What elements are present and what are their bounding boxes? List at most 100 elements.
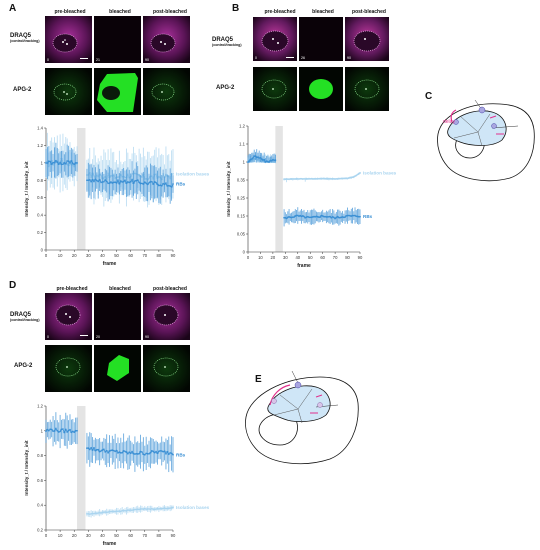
data-point (108, 510, 111, 513)
data-point (59, 161, 62, 164)
data-point (118, 182, 121, 185)
bead-1-icon (478, 106, 486, 114)
panel-a-col-bleached: bleached (109, 9, 131, 15)
series-label: Isolation bases (176, 171, 210, 176)
data-point (53, 161, 56, 164)
data-point (248, 160, 251, 163)
x-tick-label: 50 (114, 253, 119, 258)
x-tick-label: 80 (157, 253, 162, 258)
data-point (54, 427, 57, 430)
data-point (159, 507, 162, 510)
data-point (101, 449, 104, 451)
data-point (344, 216, 346, 218)
data-point (57, 431, 60, 433)
data-point (66, 160, 69, 162)
data-point (111, 182, 114, 184)
data-point (359, 172, 361, 174)
data-point (170, 507, 173, 509)
data-point (299, 177, 302, 180)
data-point (105, 511, 108, 514)
data-point (136, 508, 139, 511)
data-point (156, 452, 159, 455)
data-point (139, 450, 142, 453)
y-tick-label: 1 (41, 428, 44, 433)
data-point (87, 179, 90, 182)
x-tick-label: 80 (345, 255, 350, 260)
x-tick-label: 50 (114, 533, 119, 538)
data-point (122, 509, 125, 512)
data-point (93, 446, 95, 449)
panel-a-col-pre: pre-bleached (54, 9, 86, 15)
micrograph-d-draq5-pre (45, 293, 92, 340)
panel-a-label: A (9, 3, 17, 14)
micrograph-a-draq5-post (143, 16, 190, 63)
data-point (107, 452, 109, 454)
panel-d-label: D (9, 280, 17, 291)
panel-a-col-post: post-bleached (153, 9, 187, 15)
x-tick-label: 40 (100, 533, 105, 538)
data-point (56, 429, 59, 432)
data-point (100, 450, 102, 452)
y-tick-label: 0.2 (37, 230, 43, 235)
data-point (105, 180, 108, 183)
data-point (263, 158, 266, 161)
panel-b-micrographs: 0 26 90 (253, 17, 389, 111)
data-point (157, 450, 160, 453)
data-point (139, 182, 142, 185)
data-point (285, 217, 288, 220)
data-point (124, 509, 126, 512)
data-point (135, 179, 138, 182)
data-point (152, 450, 155, 453)
data-point (149, 508, 152, 511)
x-tick-label: 20 (271, 255, 276, 260)
data-point (259, 156, 262, 159)
y-axis-label: Intensity_t / Intensity_init (24, 440, 29, 496)
bleach-window-band (77, 406, 86, 530)
bleach-window-band (77, 128, 86, 250)
data-point (146, 452, 149, 455)
data-point (131, 509, 133, 512)
data-point (50, 163, 53, 166)
data-point (104, 511, 107, 513)
data-point (129, 180, 132, 183)
data-point (86, 179, 88, 182)
data-point (319, 177, 322, 180)
bead-3-icon (491, 123, 497, 129)
x-tick-label: 90 (358, 255, 363, 260)
data-point (136, 179, 139, 182)
data-point (169, 185, 172, 187)
x-tick-label: 10 (258, 255, 263, 260)
x-axis-label: frame (103, 541, 117, 547)
data-point (93, 512, 95, 515)
data-point (152, 508, 155, 511)
data-point (167, 453, 170, 456)
data-point (107, 511, 109, 514)
micrograph-b-draq5-post (345, 17, 389, 61)
data-point (101, 511, 104, 514)
frame-b-2: 90 (347, 56, 351, 60)
data-point (149, 181, 152, 183)
data-point (150, 449, 153, 452)
data-point (153, 451, 156, 454)
data-point (146, 508, 149, 510)
y-tick-label: 1 (243, 160, 246, 165)
data-point (124, 179, 126, 182)
data-point (91, 178, 94, 181)
data-point (121, 451, 124, 454)
y-tick-label: 1.2 (37, 404, 43, 409)
x-tick-label: 70 (142, 253, 147, 258)
data-point (88, 513, 91, 516)
data-point (143, 507, 146, 510)
panel-d-row-apg2: APG-2 (14, 363, 33, 369)
data-point (126, 452, 129, 455)
data-point (129, 452, 132, 455)
frame-a-2: 90 (145, 58, 149, 62)
data-point (148, 507, 150, 510)
data-point (104, 451, 107, 453)
panel-b-row-draq5: DRAQ5 (control/tracking) (212, 37, 242, 47)
data-point (57, 163, 60, 166)
data-point (145, 508, 148, 511)
chart-a: 0 0.2 0.4 0.6 0.8 1 1.2 1.4 0 10 20 30 40 50 60 70 80 90 f… (24, 126, 210, 268)
data-point (112, 173, 115, 176)
data-point (59, 430, 62, 433)
